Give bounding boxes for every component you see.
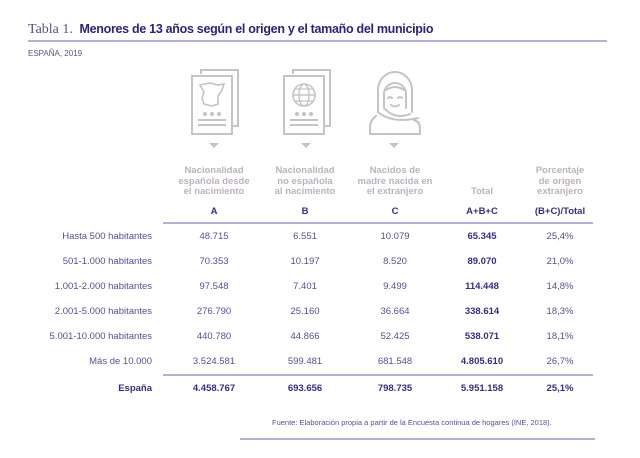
cell-a: 4.458.767 — [192, 383, 236, 394]
cell-total: 114.448 — [465, 281, 499, 292]
row-label: Más de 10.000 — [89, 356, 152, 367]
spanish-passport-icon — [191, 69, 239, 135]
cell-b: 44.866 — [290, 331, 320, 342]
cell-c: 10.079 — [380, 231, 410, 242]
cell-a: 48.715 — [199, 231, 229, 242]
arrow-down-icon — [301, 143, 311, 148]
table-row: Más de 10.000 3.524.581 599.481 681.548 … — [0, 356, 640, 372]
cell-total: 65.345 — [467, 231, 497, 242]
column-code-c: C — [391, 206, 399, 217]
total-rule — [163, 374, 593, 376]
cell-b: 10.197 — [290, 256, 320, 267]
cell-a: 97.548 — [199, 281, 229, 292]
cell-percent: 18,1% — [546, 331, 574, 342]
cell-b: 599.481 — [287, 356, 323, 367]
table-row-total: España 4.458.767 693.656 798.735 5.951.1… — [0, 383, 640, 399]
cell-total: 4.805.610 — [460, 356, 504, 367]
header-rule — [163, 222, 593, 224]
cell-c: 681.548 — [377, 356, 413, 367]
cell-a: 276.790 — [196, 306, 232, 317]
table-row: 2.001-5.000 habitantes 276.790 25.160 36… — [0, 306, 640, 322]
cell-total: 538.071 — [464, 331, 500, 342]
arrow-down-icon — [209, 143, 219, 148]
source-note: Fuente: Elaboración propia a partir de l… — [272, 418, 552, 427]
cell-c: 798.735 — [377, 383, 413, 394]
table-caption: Menores de 13 años según el origen y el … — [79, 22, 434, 36]
cell-total: 338.614 — [464, 306, 500, 317]
cell-b: 6.551 — [293, 231, 317, 242]
cell-total: 89.070 — [467, 256, 497, 267]
table-row: 5.001-10.000 habitantes 440.780 44.866 5… — [0, 331, 640, 347]
cell-c: 9.499 — [383, 281, 407, 292]
footer-rule — [240, 438, 595, 440]
row-label: 501-1.000 habitantes — [62, 256, 152, 267]
cell-percent: 25,1% — [546, 383, 574, 394]
title-rule — [28, 40, 607, 42]
cell-a: 70.353 — [199, 256, 229, 267]
headscarf-woman-icon — [369, 71, 421, 135]
column-code-percent: (B+C)/Total — [534, 206, 586, 217]
column-header-b: Nacionalidad no española al nacimiento — [274, 165, 336, 197]
column-header-total: Total — [471, 186, 493, 197]
cell-percent: 26,7% — [546, 356, 574, 367]
cell-a: 3.524.581 — [192, 356, 236, 367]
column-code-a: A — [210, 206, 218, 217]
column-header-a: Nacionalidad española desde el nacimiento — [178, 165, 250, 197]
cell-b: 693.656 — [287, 383, 323, 394]
cell-percent: 21,0% — [546, 256, 574, 267]
cell-percent: 25,4% — [546, 231, 574, 242]
column-header-c: Nacidos de madre nacida en el extranjero — [357, 165, 433, 197]
cell-b: 25.160 — [290, 306, 320, 317]
row-label: España — [118, 383, 152, 394]
column-code-total: A+B+C — [466, 206, 498, 217]
column-header-percent: Porcentaje de origen extranjero — [535, 165, 585, 197]
cell-total: 5.951.158 — [460, 383, 504, 394]
table-title: Tabla 1. Menores de 13 años según el ori… — [28, 21, 433, 38]
foreign-passport-icon — [283, 69, 331, 135]
row-label: Hasta 500 habitantes — [62, 231, 152, 242]
cell-c: 52.425 — [380, 331, 410, 342]
table-number: Tabla 1. — [28, 22, 73, 37]
cell-c: 8.520 — [383, 256, 407, 267]
arrow-down-icon — [389, 143, 399, 148]
cell-b: 7.401 — [293, 281, 317, 292]
cell-percent: 18,3% — [546, 306, 574, 317]
cell-percent: 14,8% — [546, 281, 574, 292]
cell-c: 36.664 — [380, 306, 410, 317]
subtitle: ESPAÑA, 2019 — [28, 49, 83, 58]
row-label: 5.001-10.000 habitantes — [49, 331, 152, 342]
table-row: Hasta 500 habitantes 48.715 6.551 10.079… — [0, 231, 640, 247]
table-row: 1.001-2.000 habitantes 97.548 7.401 9.49… — [0, 281, 640, 297]
table-row: 501-1.000 habitantes 70.353 10.197 8.520… — [0, 256, 640, 272]
row-label: 2.001-5.000 habitantes — [54, 306, 152, 317]
row-label: 1.001-2.000 habitantes — [54, 281, 152, 292]
column-code-b: B — [301, 206, 309, 217]
cell-a: 440.780 — [196, 331, 232, 342]
